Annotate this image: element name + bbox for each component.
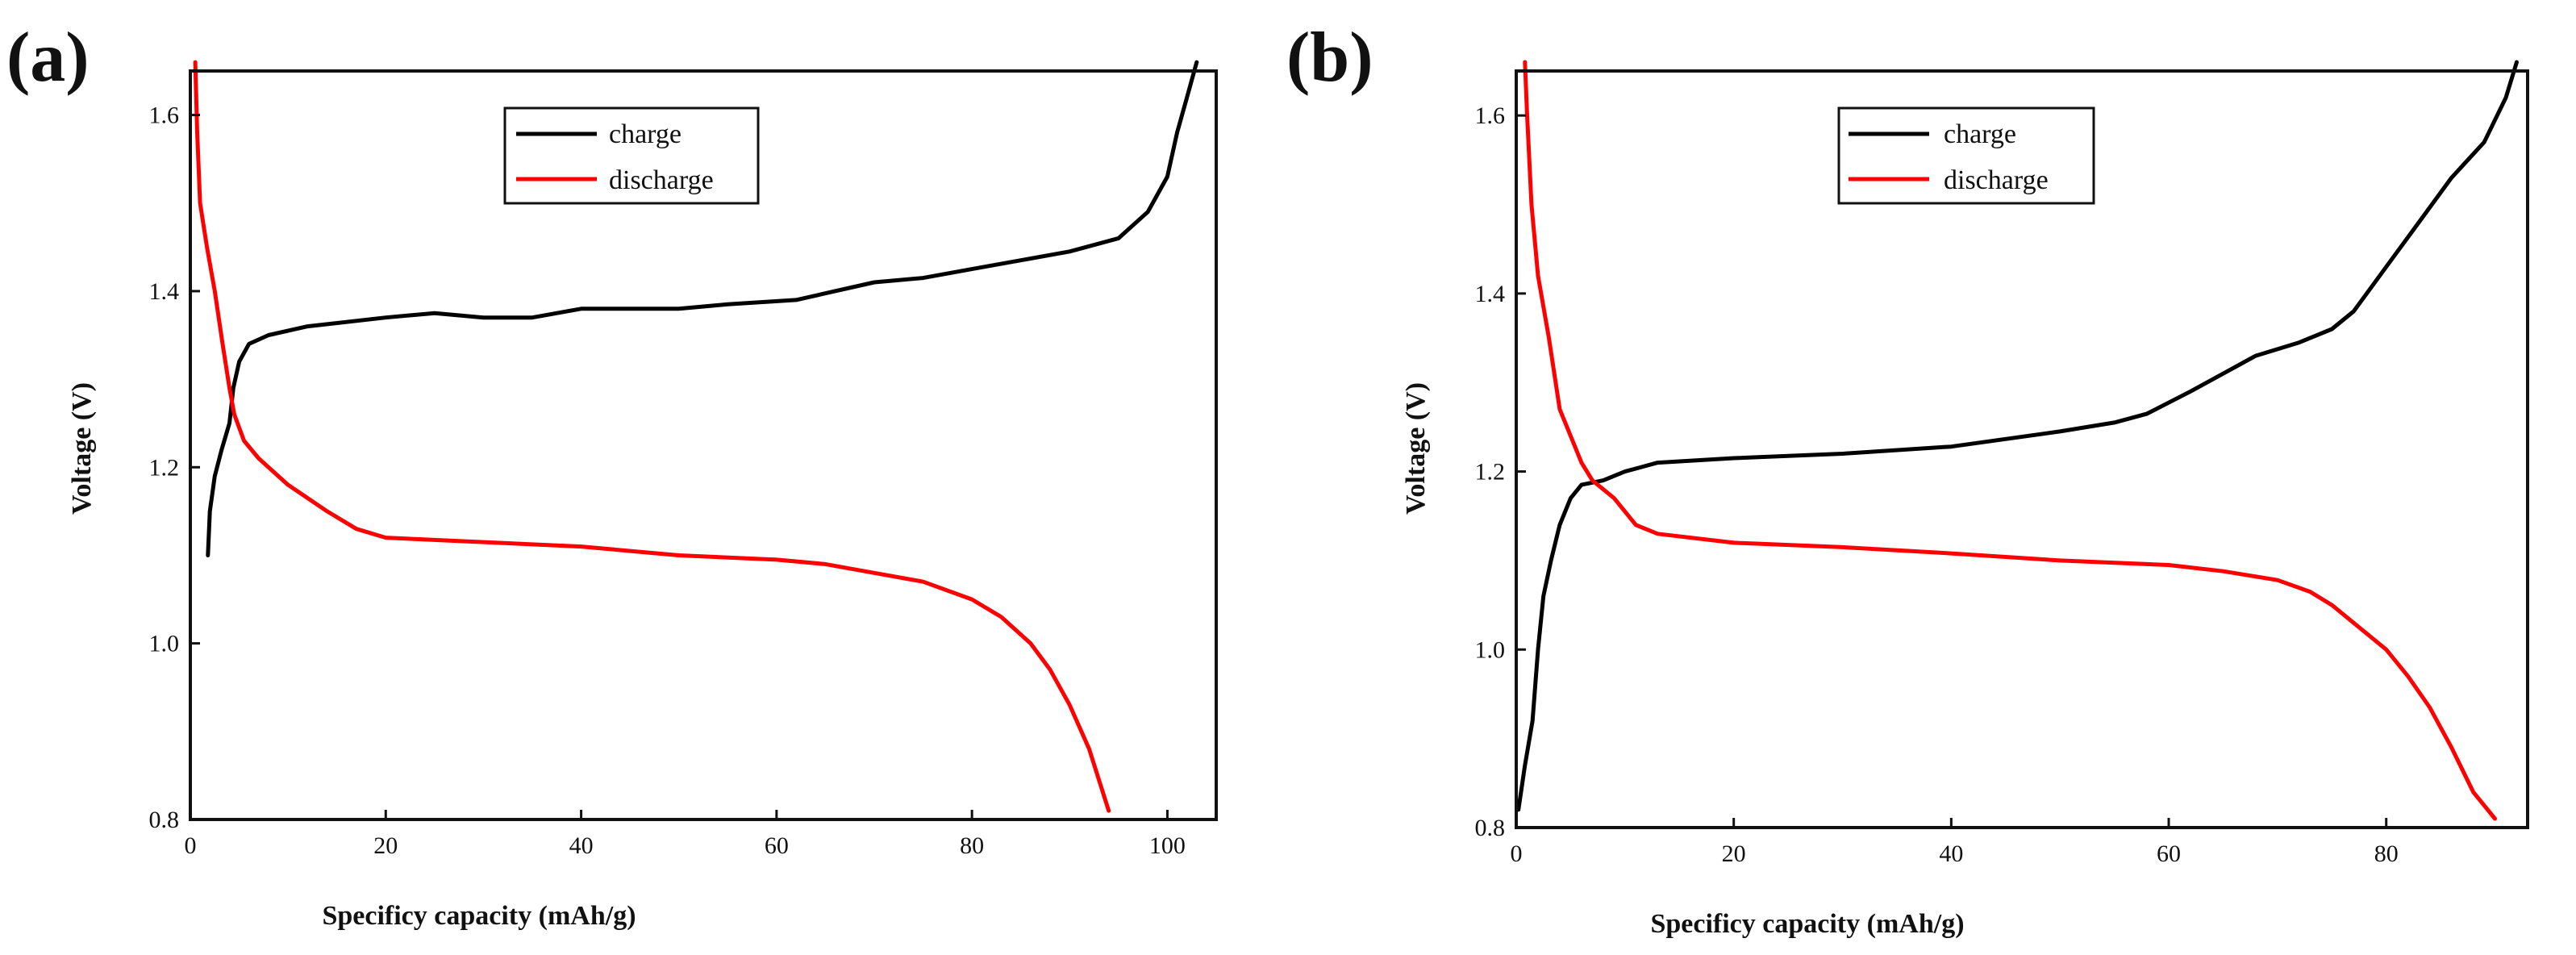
y-tick-label-a: 1.6 xyxy=(149,102,180,129)
legend-label-discharge-a: discharge xyxy=(609,165,714,195)
legend-label-charge-b: charge xyxy=(1944,119,2016,149)
y-tick-label-a: 1.0 xyxy=(149,631,180,657)
x-tick-label-a: 80 xyxy=(960,832,984,859)
panel-label-b: (b) xyxy=(1286,19,1373,97)
x-tick-label-a: 40 xyxy=(569,832,594,859)
x-tick-label-a: 100 xyxy=(1149,832,1186,859)
legend-box-a xyxy=(503,106,760,205)
y-axis-title-b: Voltage (V) xyxy=(1401,382,1431,515)
legend-box-b xyxy=(1837,106,2095,205)
x-tick-label-a: 0 xyxy=(185,832,197,859)
x-tick-label-b: 80 xyxy=(2374,840,2399,867)
x-axis-title-a: Specificy capacity (mAh/g) xyxy=(322,901,636,931)
y-tick-label-a: 1.4 xyxy=(149,278,180,305)
chart-panel-a: (a) charge discharge Specificy capacity … xyxy=(6,19,1218,931)
series-discharge-line-a xyxy=(193,60,1111,813)
x-tick-label-b: 40 xyxy=(1939,840,1963,867)
panel-label-a: (a) xyxy=(6,19,90,97)
x-tick-label-b: 0 xyxy=(1511,840,1523,867)
series-discharge-line-b xyxy=(1523,60,2497,821)
legend-a: charge discharge xyxy=(503,106,760,205)
y-tick-label-b: 1.0 xyxy=(1475,636,1506,663)
y-tick-label-a: 1.2 xyxy=(149,454,180,481)
y-axis-title-a: Voltage (V) xyxy=(67,382,97,515)
plot-frame-a xyxy=(189,69,1218,821)
y-tick-label-b: 1.4 xyxy=(1475,281,1506,307)
x-tick-label-b: 60 xyxy=(2157,840,2181,867)
y-tick-label-b: 1.6 xyxy=(1475,102,1506,129)
x-tick-label-b: 20 xyxy=(1722,840,1746,867)
x-tick-label-a: 20 xyxy=(373,832,398,859)
legend-label-discharge-b: discharge xyxy=(1944,165,2049,195)
chart-panel-b: (b) charge discharge Specificy capacity … xyxy=(1286,19,2529,939)
y-tick-label-b: 0.8 xyxy=(1475,815,1506,841)
x-axis-title-b: Specificy capacity (mAh/g) xyxy=(1650,909,1964,939)
y-tick-label-b: 1.2 xyxy=(1475,459,1506,486)
x-tick-label-a: 60 xyxy=(765,832,789,859)
series-charge-line-b xyxy=(1516,60,2519,812)
legend-b: charge discharge xyxy=(1837,106,2095,205)
legend-label-charge-a: charge xyxy=(609,119,682,149)
plot-frame-b xyxy=(1515,69,2529,829)
y-tick-label-a: 0.8 xyxy=(149,807,180,833)
